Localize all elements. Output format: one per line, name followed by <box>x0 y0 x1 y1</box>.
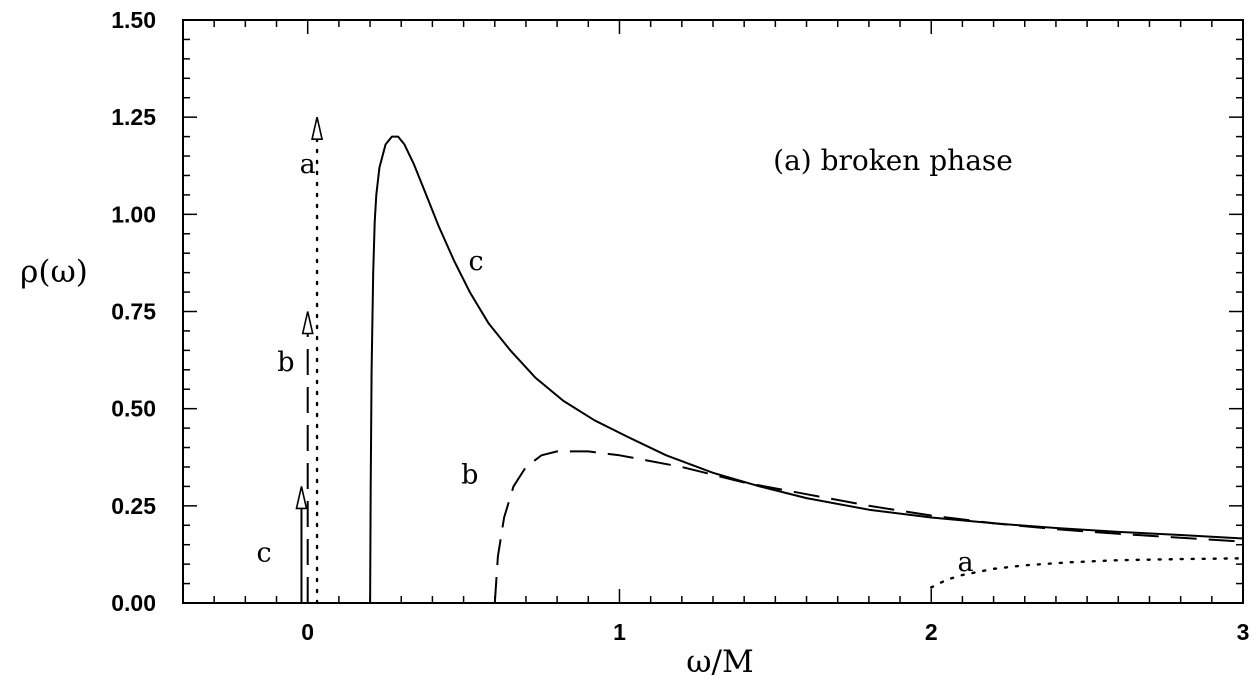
curve-labels: a b c c b a <box>256 149 973 578</box>
series-b-curve <box>493 450 1244 604</box>
y-tick-label: 0.25 <box>111 493 156 519</box>
x-tick-label: 1 <box>613 619 626 645</box>
curve-label-a: a <box>957 547 973 578</box>
y-tick-label: 1.00 <box>111 201 156 227</box>
y-tick-label: 0.50 <box>111 396 156 422</box>
y-tick-label: 1.50 <box>111 7 156 33</box>
y-tick-label: 1.25 <box>111 104 156 130</box>
x-axis-label: ω/M <box>686 644 753 680</box>
delta-a-arrowhead <box>311 116 324 140</box>
curve-label-b: b <box>277 347 294 378</box>
y-axis-label: ρ(ω) <box>20 254 88 290</box>
series-layer <box>369 135 1245 604</box>
series-a-curve <box>930 557 1245 589</box>
ticks <box>182 19 1244 604</box>
tick-labels: 0 1 2 3 0.00 0.25 0.50 0.75 1.00 1.25 1.50 <box>111 7 1249 645</box>
x-tick-label: 3 <box>1237 619 1250 645</box>
annotation: (a) broken phase <box>773 144 1013 177</box>
curve-label-c: c <box>256 537 271 568</box>
y-tick-label: 0.75 <box>111 299 156 325</box>
curve-label-b: b <box>461 460 478 491</box>
curve-label-a: a <box>300 149 316 180</box>
delta-b-arrowhead <box>301 311 314 335</box>
series-c-curve <box>369 135 1244 604</box>
plot-frame <box>182 19 1244 604</box>
delta-arrows <box>295 116 324 605</box>
x-tick-label: 0 <box>301 619 314 645</box>
y-tick-label: 0.00 <box>111 590 156 616</box>
x-tick-label: 2 <box>925 619 938 645</box>
curve-label-c: c <box>468 246 483 277</box>
delta-c-arrowhead <box>295 486 308 510</box>
